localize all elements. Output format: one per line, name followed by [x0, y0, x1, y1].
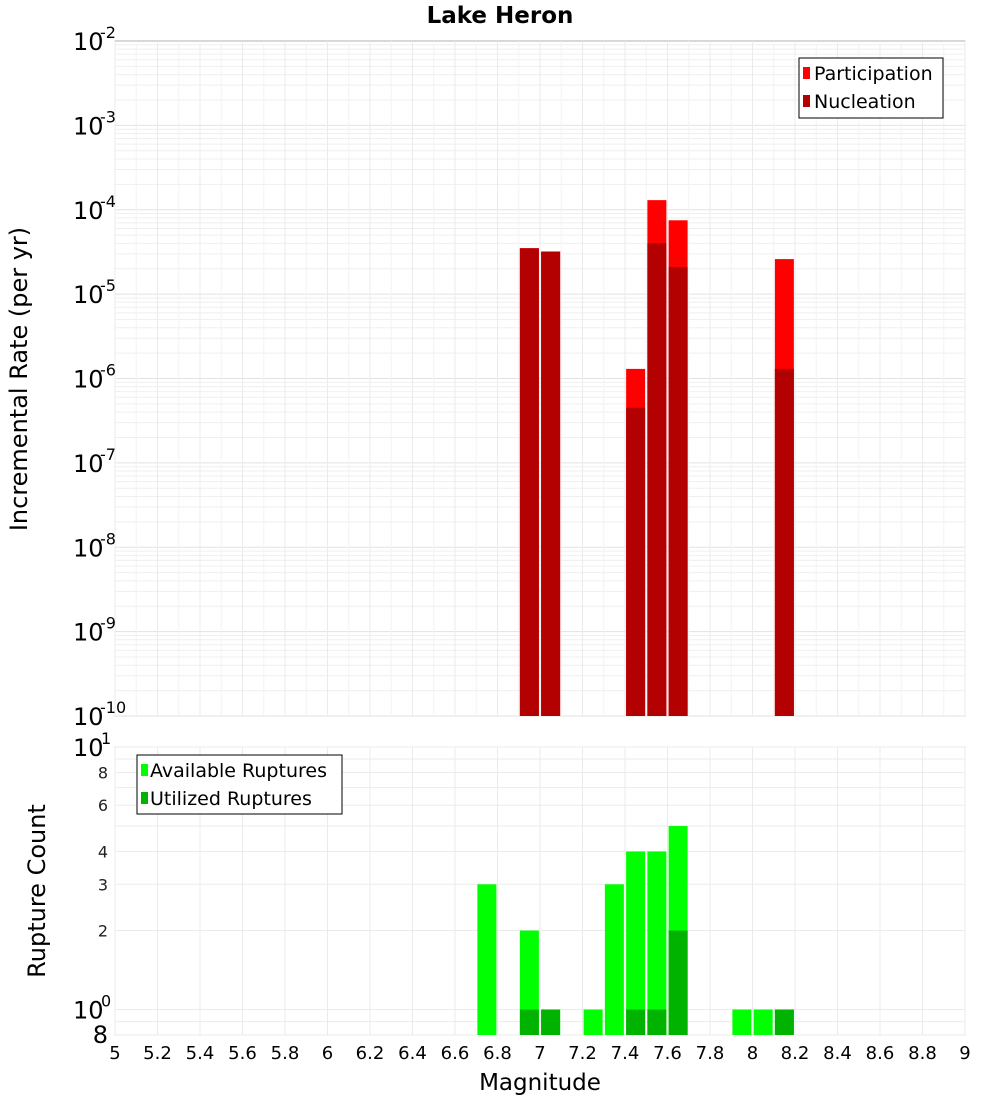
- bottom-y-minor-tick-label: 2: [98, 922, 108, 941]
- legend-swatch-nucleation: [803, 95, 810, 107]
- available-ruptures-bar: [626, 851, 646, 1035]
- top-y-tick-labels: 10-210-310-410-510-610-710-810-910-10: [73, 23, 126, 731]
- legend-label-available: Available Ruptures: [150, 760, 327, 782]
- x-tick-label: 9: [959, 1043, 970, 1064]
- top-y-tick-label: 10: [73, 619, 104, 647]
- x-tick-label: 6.8: [483, 1043, 512, 1064]
- nucleation-bar: [519, 248, 539, 717]
- legend-swatch-participation: [803, 67, 810, 79]
- x-tick-label: 5.4: [186, 1043, 215, 1064]
- x-tick-label: 6.4: [398, 1043, 427, 1064]
- x-tick-label: 5.8: [271, 1043, 300, 1064]
- bottom-y-tick-exponent: 0: [101, 992, 111, 1011]
- x-tick-label: 5.6: [228, 1043, 257, 1064]
- nucleation-bar: [668, 266, 688, 716]
- x-tick-label: 7.6: [653, 1043, 682, 1064]
- top-y-tick-label: 10: [73, 534, 104, 562]
- top-y-tick-exponent: -4: [100, 192, 116, 211]
- utilized-ruptures-bar: [774, 1009, 794, 1035]
- x-tick-label: 8.2: [781, 1043, 810, 1064]
- top-y-tick-exponent: -10: [100, 698, 126, 717]
- x-tick-label: 7.8: [696, 1043, 725, 1064]
- available-ruptures-bar: [732, 1009, 752, 1035]
- bottom-y-axis-label: Rupture Count: [23, 804, 51, 978]
- x-tick-label: 7.4: [611, 1043, 640, 1064]
- x-tick-label: 6.2: [356, 1043, 385, 1064]
- available-ruptures-bar: [477, 884, 497, 1035]
- x-tick-label: 6: [322, 1043, 333, 1064]
- legend-swatch-utilized: [141, 792, 148, 804]
- bottom-y-minor-tick-label: 8: [93, 1021, 108, 1049]
- top-bars: [519, 200, 794, 717]
- legend-label-utilized: Utilized Ruptures: [150, 788, 312, 810]
- available-ruptures-bar: [519, 930, 539, 1035]
- x-tick-label: 8.8: [908, 1043, 937, 1064]
- x-tick-label: 8: [747, 1043, 758, 1064]
- bottom-y-minor-tick-label: 3: [98, 875, 108, 894]
- top-y-tick-exponent: -9: [100, 614, 116, 633]
- top-y-tick-label: 10: [73, 197, 104, 225]
- nucleation-bar: [774, 368, 794, 716]
- x-tick-label: 7.2: [568, 1043, 597, 1064]
- top-y-tick-label: 10: [73, 112, 104, 140]
- chart-title: Lake Heron: [427, 3, 574, 29]
- bottom-gridlines: [114, 746, 966, 1036]
- available-ruptures-bar: [604, 884, 624, 1035]
- x-tick-label: 5.2: [143, 1043, 172, 1064]
- legend-label-nucleation: Nucleation: [814, 91, 916, 113]
- x-tick-label: 5: [109, 1043, 120, 1064]
- legend-swatch-available: [141, 764, 148, 776]
- bottom-bars: [477, 826, 794, 1035]
- top-y-axis-label: Incremental Rate (per yr): [5, 227, 33, 531]
- available-ruptures-bar: [647, 851, 667, 1035]
- bottom-y-minor-tick-label: 4: [98, 842, 108, 861]
- utilized-ruptures-bar: [519, 1009, 539, 1035]
- utilized-ruptures-bar: [668, 930, 688, 1035]
- top-y-tick-exponent: -8: [100, 529, 116, 548]
- x-tick-label: 8.4: [823, 1043, 852, 1064]
- x-axis-label: Magnitude: [479, 1070, 601, 1096]
- bottom-legend: Available Ruptures Utilized Ruptures: [136, 754, 343, 815]
- top-y-tick-exponent: -3: [100, 107, 116, 126]
- top-y-tick-exponent: -6: [100, 361, 116, 380]
- x-tick-label: 6.6: [441, 1043, 470, 1064]
- utilized-ruptures-bar: [541, 1009, 561, 1035]
- bottom-y-minor-tick-label: 6: [98, 796, 108, 815]
- x-tick-label: 8.6: [866, 1043, 895, 1064]
- bottom-y-tick-label: 10: [73, 734, 104, 762]
- available-ruptures-bar: [753, 1009, 773, 1035]
- nucleation-bar: [647, 243, 667, 717]
- bottom-y-tick-label: 10: [73, 997, 104, 1025]
- available-ruptures-bar: [583, 1009, 603, 1035]
- x-tick-label: 7: [534, 1043, 545, 1064]
- utilized-ruptures-bar: [626, 1009, 646, 1035]
- nucleation-bar: [541, 251, 561, 716]
- top-y-tick-exponent: -2: [100, 23, 116, 42]
- nucleation-bar: [626, 407, 646, 716]
- bottom-legend-box: [136, 754, 343, 815]
- top-y-tick-label: 10: [73, 28, 104, 56]
- bottom-y-minor-tick-label: 8: [98, 763, 108, 782]
- top-legend: Participation Nucleation: [798, 57, 944, 119]
- top-y-tick-label: 10: [73, 450, 104, 478]
- top-y-tick-label: 10: [73, 703, 104, 731]
- legend-label-participation: Participation: [814, 63, 933, 85]
- top-legend-box: [798, 57, 944, 119]
- x-tick-labels: 5 5.2 5.4 5.6 5.8 6 6.2 6.4 6.6 6.8 7 7.2 7.4 7.6 7.8 8…: [109, 1043, 970, 1064]
- top-y-tick-exponent: -5: [100, 276, 116, 295]
- top-y-tick-exponent: -7: [100, 445, 116, 464]
- top-y-tick-label: 10: [73, 281, 104, 309]
- top-gridlines: [114, 41, 966, 717]
- utilized-ruptures-bar: [647, 1009, 667, 1035]
- top-y-tick-label: 10: [73, 366, 104, 394]
- bottom-y-tick-exponent: 1: [101, 729, 111, 748]
